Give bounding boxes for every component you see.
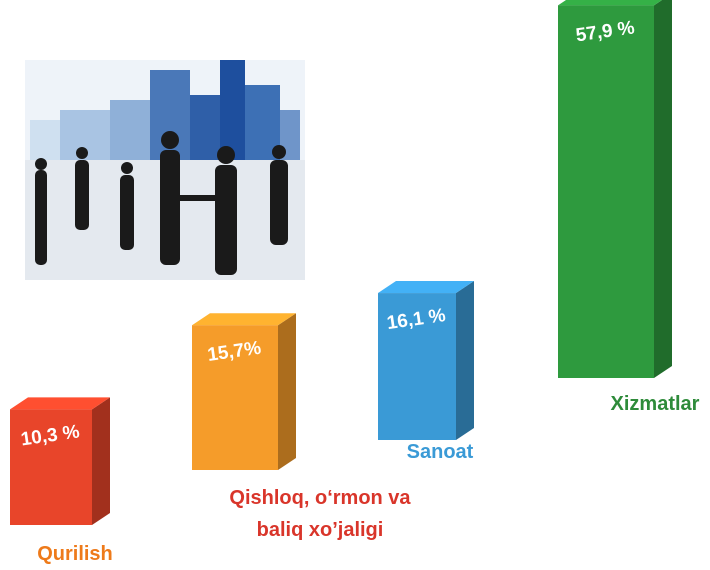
bar-side xyxy=(278,313,296,470)
bar-side xyxy=(654,0,672,378)
bar xyxy=(378,293,456,440)
category-label: Qishloq, o‘rmon va baliq xo’jaligi xyxy=(229,487,411,541)
business-illustration xyxy=(25,60,305,280)
bar-side xyxy=(456,281,474,440)
bar-top xyxy=(378,281,474,294)
category-label: Sanoat xyxy=(406,441,474,463)
bar-side xyxy=(92,397,110,525)
bar-top xyxy=(192,313,296,326)
bar xyxy=(558,5,654,379)
category-label: Qurilish xyxy=(37,543,113,565)
bar xyxy=(10,409,92,525)
category-label: Xizmatlar xyxy=(610,393,700,415)
bar xyxy=(192,325,278,470)
bar-top xyxy=(558,0,663,6)
bar-top xyxy=(10,397,110,410)
